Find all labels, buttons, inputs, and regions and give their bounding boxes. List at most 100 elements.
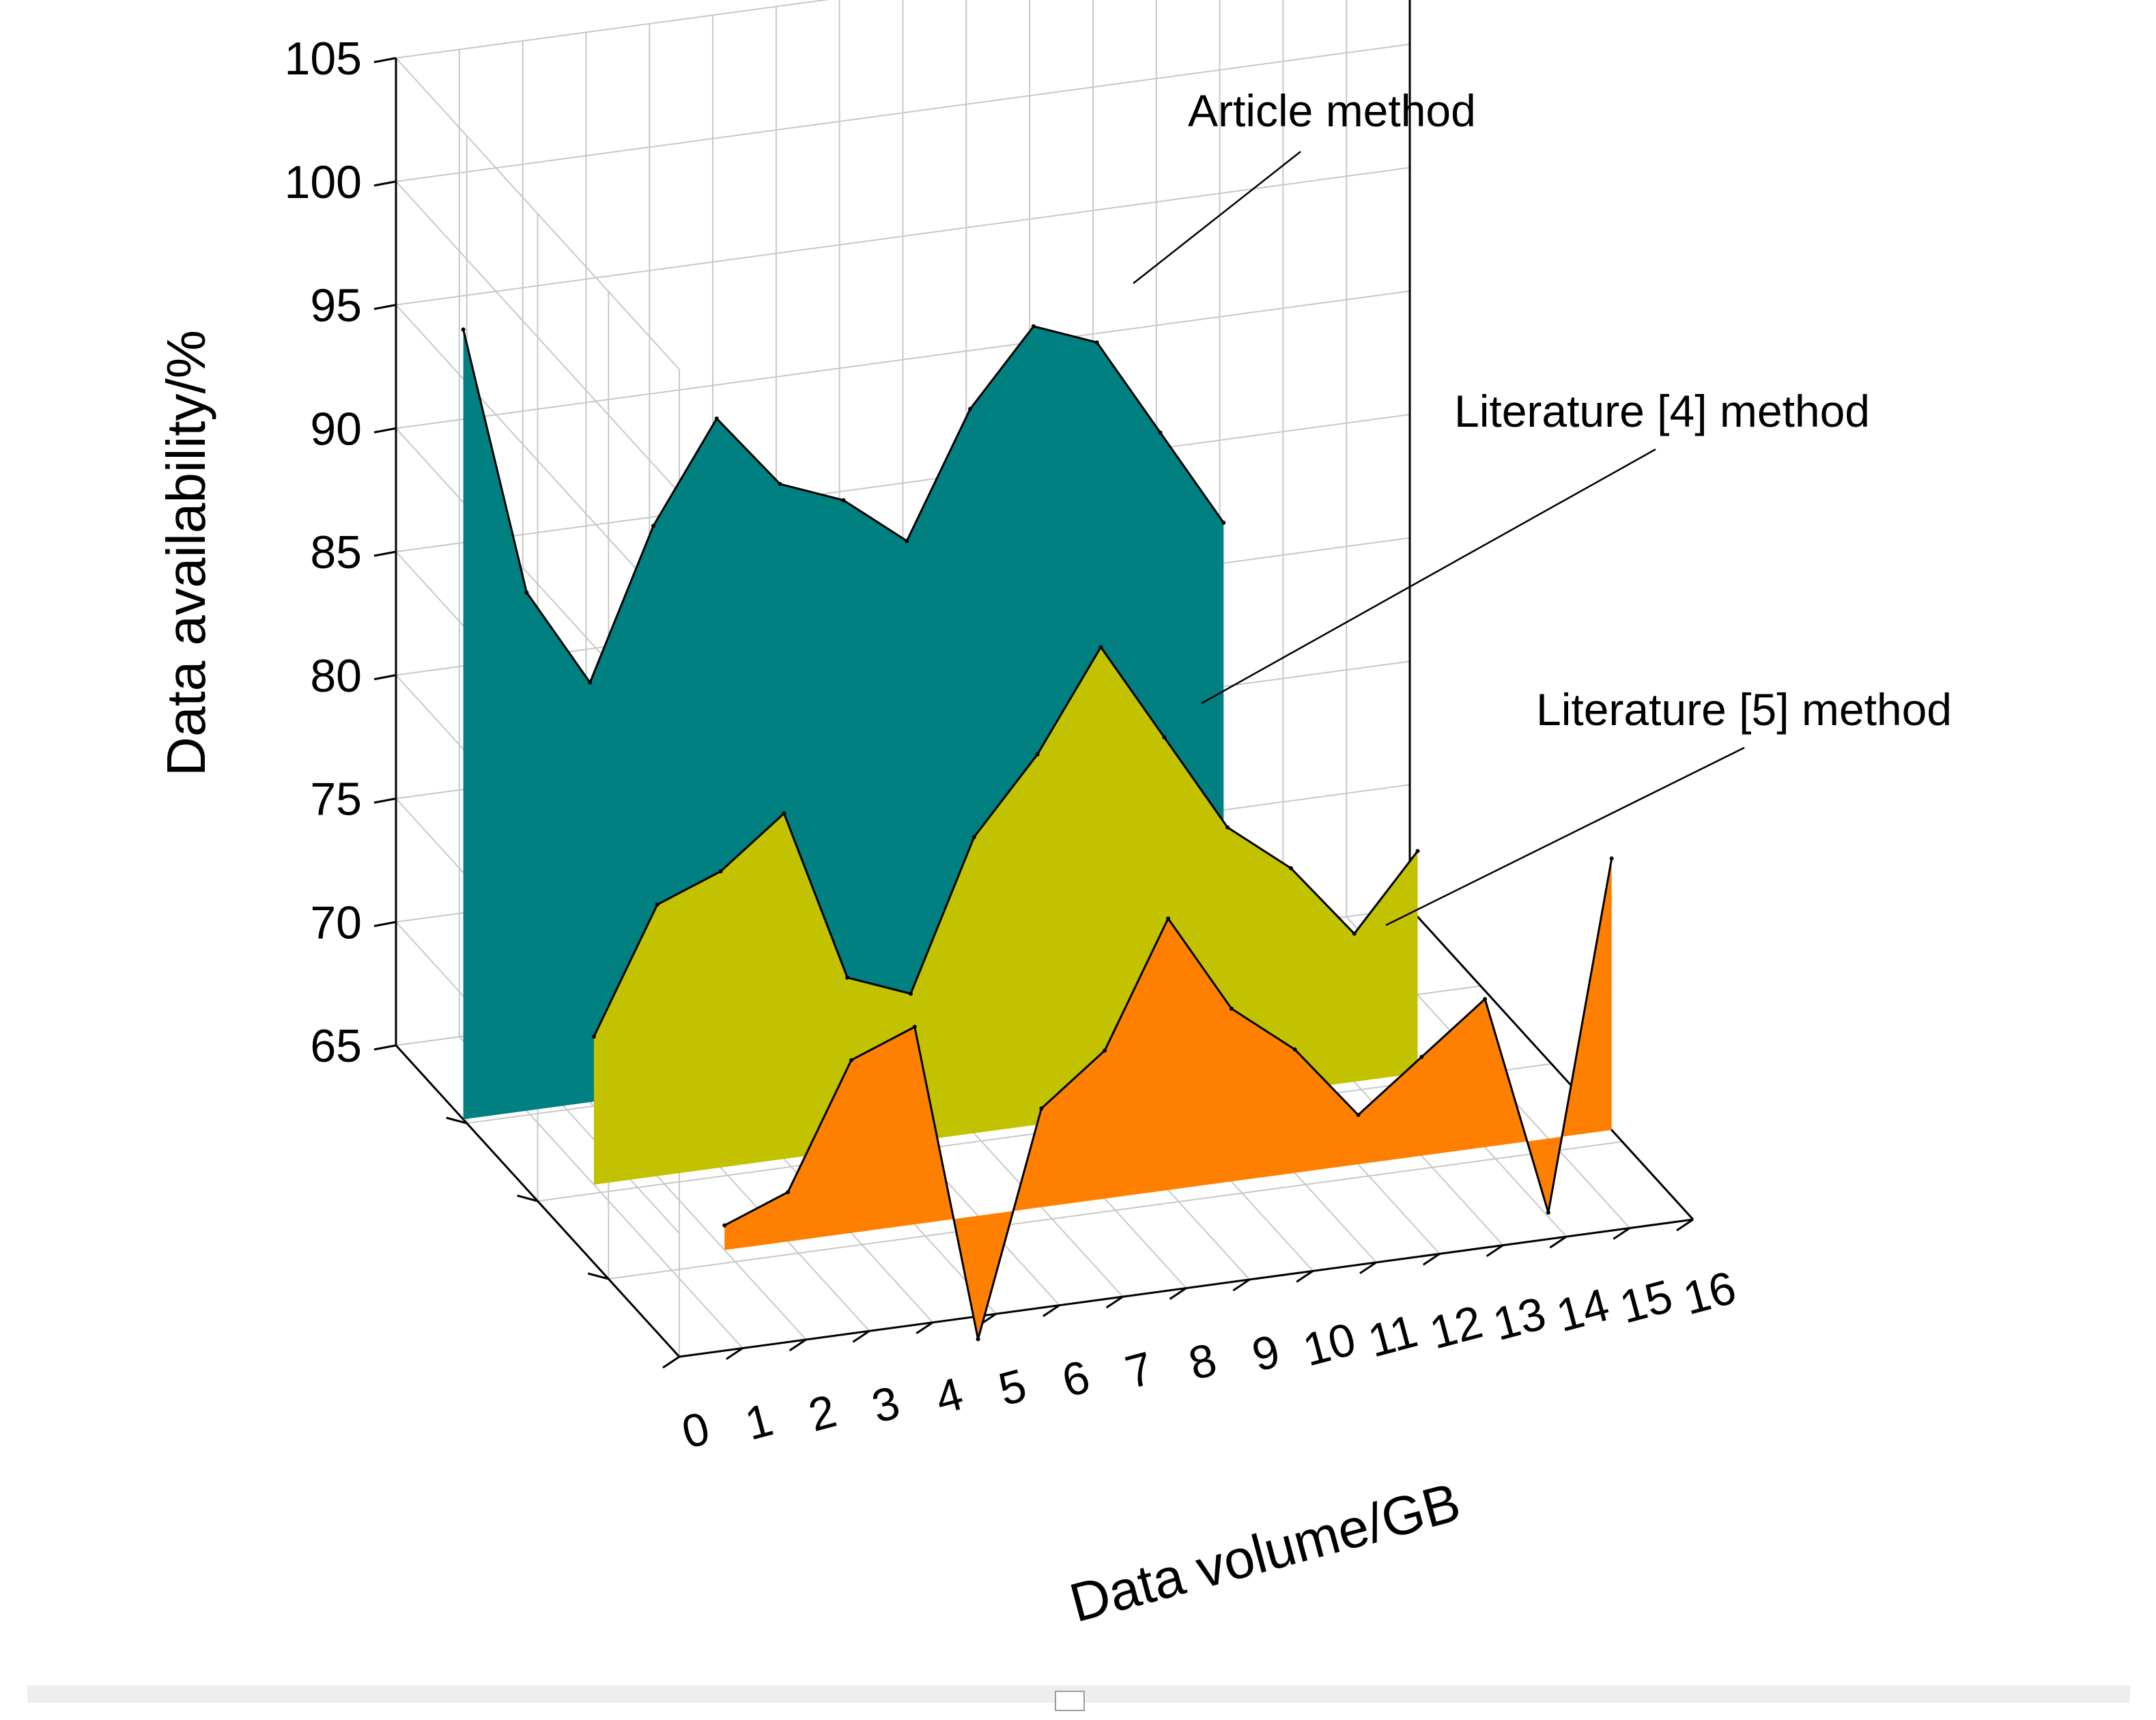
y-tick-labels: 65 70 75 80 85 90 95 100 105 (285, 33, 362, 1072)
data-point (778, 481, 782, 486)
series-labels: Article method Literature [4] method Liter… (1133, 85, 1952, 927)
y-tick-mark (373, 57, 397, 64)
data-point (1292, 1047, 1297, 1052)
series-label-leader (1201, 448, 1656, 705)
y-tick-label: 105 (285, 33, 362, 85)
data-point (1221, 520, 1226, 525)
data-point (976, 1337, 980, 1342)
x-axis-title: Data volume/GB (1064, 1471, 1466, 1634)
depth-tick-mark (587, 1272, 609, 1280)
series-label: Literature [4] method (1454, 386, 1870, 436)
x-tick-mark (662, 1355, 680, 1369)
backwall-gridline (395, 0, 830, 59)
x-tick-mark (789, 1338, 807, 1352)
data-point (1356, 1112, 1361, 1117)
y-tick-mark (373, 550, 397, 557)
series-label-leader (1385, 746, 1745, 927)
series-area-2 (724, 858, 1612, 1340)
x-tick-mark (852, 1330, 870, 1343)
data-point (1546, 1210, 1550, 1215)
data-point (591, 1034, 596, 1039)
y-tick-label: 75 (310, 774, 362, 826)
data-point (655, 902, 659, 907)
x-tick-label: 14 (1551, 1278, 1615, 1342)
data-point (1031, 324, 1036, 328)
x-tick-label: 9 (1247, 1325, 1285, 1381)
data-point (909, 991, 913, 996)
chart-axes (373, 0, 1694, 1369)
series-label: Article method (1188, 85, 1476, 136)
data-point (1103, 1048, 1107, 1053)
series-label-leader (1133, 151, 1301, 284)
series-edge-1 (593, 645, 1419, 1037)
x-tick-label: 5 (993, 1359, 1032, 1415)
x-tick-label: 7 (1120, 1342, 1159, 1398)
x-tick-mark (1169, 1287, 1187, 1300)
y-tick-mark (373, 304, 397, 310)
data-point (524, 590, 529, 595)
floor-depth-gridline (608, 1141, 1623, 1280)
x-tick-label: 2 (804, 1385, 842, 1441)
y-tick-label: 65 (310, 1020, 362, 1072)
data-point (1098, 645, 1103, 649)
x-tick-mark (1549, 1235, 1568, 1249)
data-point (1609, 856, 1614, 861)
data-point (1415, 849, 1420, 854)
y-tick-mark (373, 798, 397, 804)
x-tick-labels: 0 1 2 3 4 5 6 7 8 9 10 11 12 13 14 15 16 (677, 1261, 1741, 1458)
data-point (714, 417, 719, 421)
data-point (461, 327, 466, 332)
x-tick-label: 11 (1363, 1305, 1423, 1368)
x-tick-label: 8 (1183, 1334, 1221, 1390)
data-point (718, 869, 723, 874)
x-tick-label: 0 (677, 1402, 715, 1458)
data-point (786, 1189, 791, 1194)
y-tick-label: 80 (310, 650, 362, 702)
data-point (968, 406, 973, 411)
data-point (651, 524, 655, 528)
data-point (1352, 931, 1357, 936)
y-tick-mark (373, 1044, 397, 1051)
data-point (1039, 1106, 1044, 1111)
y-tick-label: 100 (285, 156, 362, 208)
y-tick-label: 70 (310, 897, 362, 948)
y-tick-mark (373, 427, 397, 434)
y-tick-mark (373, 674, 397, 681)
data-point (912, 1024, 917, 1029)
y-tick-mark (373, 180, 397, 187)
y-tick-label: 85 (310, 526, 362, 578)
data-point (1166, 916, 1170, 921)
data-point (722, 1223, 727, 1228)
x-tick-label: 16 (1678, 1261, 1742, 1325)
depth-tick-mark (446, 1116, 468, 1125)
x-tick-mark (1296, 1270, 1314, 1283)
data-point (841, 498, 846, 503)
x-tick-mark (1359, 1261, 1377, 1275)
x-tick-mark (1232, 1278, 1251, 1292)
x-tick-label: 3 (866, 1376, 905, 1433)
depth-tick-mark (517, 1194, 538, 1202)
data-point (971, 834, 976, 839)
data-point (1162, 735, 1167, 739)
data-point (1225, 825, 1230, 830)
x-tick-mark (1676, 1218, 1694, 1232)
data-point (1158, 430, 1163, 435)
data-point (1483, 997, 1488, 1002)
y-tick-label: 90 (310, 403, 362, 455)
x-tick-mark (916, 1321, 934, 1334)
chart-series (461, 324, 1614, 1342)
series-label: Literature [5] method (1536, 684, 1952, 735)
data-point (905, 539, 909, 544)
x-tick-mark (1105, 1295, 1124, 1309)
data-point (1288, 866, 1293, 871)
bottom-scroll-handle[interactable] (1055, 1691, 1085, 1711)
x-tick-label: 15 (1615, 1270, 1678, 1334)
x-tick-label: 13 (1488, 1287, 1551, 1351)
x-tick-mark (1613, 1227, 1631, 1240)
x-tick-label: 1 (740, 1394, 778, 1450)
x-tick-mark (1422, 1253, 1441, 1266)
x-tick-mark (1042, 1304, 1060, 1317)
data-point (782, 811, 786, 816)
y-axis-title: Data availability/% (156, 330, 216, 776)
